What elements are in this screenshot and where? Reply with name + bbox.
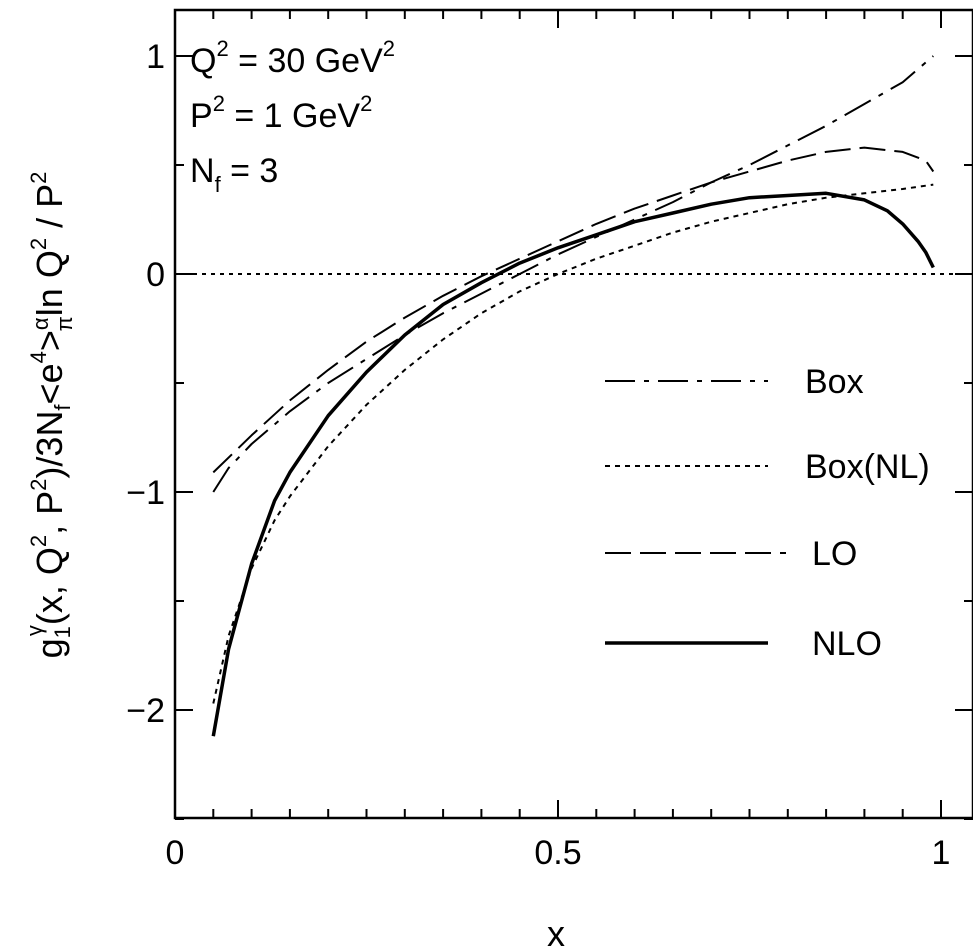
tick-labels: 0 0.5 1 1 0 −1 −2 [126,38,950,872]
annotation-q2: Q2 = 30 GeV2 [190,36,395,80]
y-tick-label: −2 [126,692,165,730]
x-tick-label: 0 [166,834,185,872]
legend-label-box: Box [805,363,864,401]
legend: Box Box(NL) LO NLO [605,363,930,663]
y-tick-label: 1 [146,38,165,76]
x-tick-label: 0.5 [534,834,581,872]
series-line-box-nl [212,183,934,704]
axis-ticks [174,10,973,820]
legend-label-lo: LO [812,535,857,573]
series-line-lo [212,146,935,474]
legend-label-nlo: NLO [812,625,882,663]
x-tick-label: 1 [932,834,951,872]
plot-frame [173,8,973,820]
y-axis-title: g1γ(x, Q2, P2)/3Nf<e4>απln Q2 / P2 [22,172,77,659]
series-group [211,55,935,737]
annotation-nf: Nf = 3 [190,152,278,197]
annotation-p2: P2 = 1 GeV2 [190,91,372,135]
annotation-block: Q2 = 30 GeV2 P2 = 1 GeV2 Nf = 3 [190,36,395,197]
y-tick-label: −1 [126,474,165,512]
y-tick-label: 0 [146,256,165,294]
series-line-nlo [211,191,935,737]
legend-label-box-nl: Box(NL) [805,448,930,486]
series-line-box [212,55,934,493]
x-axis-title: x [547,913,565,952]
